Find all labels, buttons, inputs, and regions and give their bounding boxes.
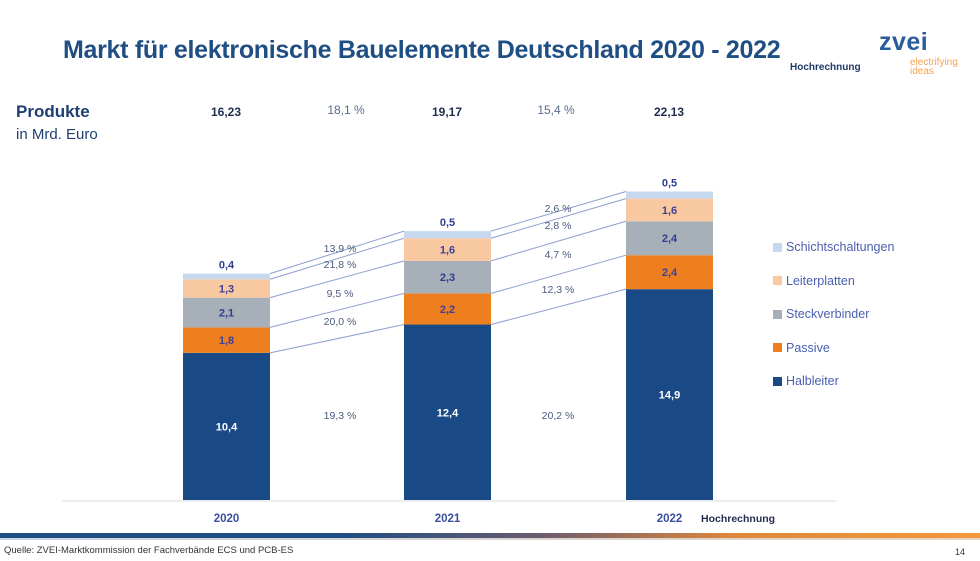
growth-label-steckverbinder-2020-2021: 9,5 % xyxy=(327,288,354,300)
total-growth-2020-2021: 18,1 % xyxy=(327,103,365,117)
footer-gradient-bar xyxy=(0,533,980,538)
legend-swatch-halbleiter xyxy=(773,376,782,386)
growth-label-leiterplatten-2020-2021: 21,8 % xyxy=(324,259,357,271)
x-tick-note-2022: Hochrechnung xyxy=(701,513,775,525)
legend-label-steckverbinder: Steckverbinder xyxy=(786,307,870,321)
total-growth-2021-2022: 15,4 % xyxy=(537,103,575,117)
growth-label-halbleiter-2021-2022: 20,2 % xyxy=(542,410,575,422)
legend-item-passive: Passive xyxy=(773,341,830,355)
legend-label-schichtschaltungen: Schichtschaltungen xyxy=(786,240,895,254)
bar-steckverbinder-2022 xyxy=(626,221,713,256)
page-number: 14 xyxy=(955,547,966,557)
growth-connector-passive-2021-2022 xyxy=(490,254,627,294)
total-2020: 16,23 xyxy=(210,105,242,119)
bar-leiterplatten-2020 xyxy=(183,279,270,298)
legend-item-leiterplatten: Leiterplatten xyxy=(773,274,855,288)
value-label-halbleiter-2021: 12,4 xyxy=(437,407,459,419)
logo-tagline-line1: electrifying xyxy=(910,57,958,68)
legend-label-halbleiter: Halbleiter xyxy=(786,374,839,388)
legend-item-schichtschaltungen: Schichtschaltungen xyxy=(773,240,894,254)
value-label-schichtschaltungen-2020: 0,4 xyxy=(219,260,235,272)
bar-steckverbinder-2020 xyxy=(183,297,270,328)
footer-divider xyxy=(0,538,980,540)
legend-swatch-schichtschaltungen xyxy=(773,242,782,252)
logo-tagline-line2: ideas xyxy=(910,66,934,77)
growth-connector-leiterplatten-2020-2021 xyxy=(269,237,405,280)
growth-connector-passive-2020-2021 xyxy=(269,292,405,328)
value-label-steckverbinder-2021: 2,3 xyxy=(440,272,455,284)
value-label-leiterplatten-2021: 1,6 xyxy=(440,245,455,257)
value-label-halbleiter-2020: 10,4 xyxy=(216,421,238,433)
bar-leiterplatten-2022 xyxy=(626,198,713,222)
growth-label-passive-2020-2021: 20,0 % xyxy=(324,316,357,328)
value-label-leiterplatten-2020: 1,3 xyxy=(219,283,234,295)
bar-halbleiter-2022 xyxy=(626,289,713,500)
growth-connector-leiterplatten-2021-2022 xyxy=(490,198,627,239)
forecast-note: Hochrechnung xyxy=(790,62,861,73)
value-label-schichtschaltungen-2021: 0,5 xyxy=(440,217,455,229)
growth-label-halbleiter-2020-2021: 19,3 % xyxy=(324,410,357,422)
legend-item-steckverbinder: Steckverbinder xyxy=(773,307,869,321)
value-label-steckverbinder-2022: 2,4 xyxy=(662,233,678,245)
x-tick-label-2020: 2020 xyxy=(214,513,240,525)
value-label-halbleiter-2022: 14,9 xyxy=(659,390,680,402)
growth-label-leiterplatten-2021-2022: 2,8 % xyxy=(545,220,572,232)
bar-schichtschaltungen-2020 xyxy=(183,273,270,280)
growth-label-passive-2021-2022: 12,3 % xyxy=(542,284,575,296)
growth-label-schichtschaltungen-2021-2022: 2,6 % xyxy=(545,203,572,215)
x-tick-label-2021: 2021 xyxy=(435,513,461,525)
value-label-passive-2021: 2,2 xyxy=(440,304,455,316)
total-2022: 22,13 xyxy=(653,105,685,119)
legend-label-passive: Passive xyxy=(786,340,830,355)
bar-halbleiter-2021 xyxy=(404,324,491,500)
logo-tagline: electrifying ideas xyxy=(910,57,970,77)
x-tick-label-2022: 2022 xyxy=(657,513,683,525)
legend-swatch-steckverbinder xyxy=(773,309,782,319)
chart-title: Markt für elektronische Bauelemente Deut… xyxy=(63,36,781,64)
growth-label-steckverbinder-2021-2022: 4,7 % xyxy=(545,249,572,261)
growth-connector-halbleiter-2020-2021 xyxy=(269,324,405,354)
value-label-leiterplatten-2022: 1,6 xyxy=(662,205,677,217)
legend-label-leiterplatten: Leiterplatten xyxy=(786,273,855,288)
legend-swatch-leiterplatten xyxy=(773,276,782,285)
bar-passive-2022 xyxy=(626,255,713,290)
bar-leiterplatten-2021 xyxy=(404,238,491,261)
bar-schichtschaltungen-2021 xyxy=(404,231,491,239)
growth-connector-steckverbinder-2021-2022 xyxy=(490,220,627,262)
growth-connector-schichtschaltungen-2020-2021 xyxy=(269,230,405,275)
bar-halbleiter-2020 xyxy=(183,352,270,500)
segment-title: Produkte xyxy=(16,102,90,121)
value-label-steckverbinder-2020: 2,1 xyxy=(219,308,234,320)
value-label-passive-2020: 1,8 xyxy=(219,335,234,347)
source-note: Quelle: ZVEI-Marktkommission der Fachver… xyxy=(4,545,294,556)
growth-connector-steckverbinder-2020-2021 xyxy=(269,260,405,299)
unit-label: in Mrd. Euro xyxy=(16,126,98,143)
value-label-passive-2022: 2,4 xyxy=(662,267,678,279)
bar-passive-2021 xyxy=(404,293,491,325)
legend-item-halbleiter: Halbleiter xyxy=(773,374,839,388)
zvei-logo: zvei xyxy=(879,28,929,56)
legend-swatch-passive xyxy=(773,343,782,352)
bar-steckverbinder-2021 xyxy=(404,260,491,294)
growth-connector-schichtschaltungen-2021-2022 xyxy=(490,191,627,232)
growth-label-schichtschaltungen-2020-2021: 13,9 % xyxy=(324,243,357,255)
growth-connector-halbleiter-2021-2022 xyxy=(490,288,627,326)
bar-schichtschaltungen-2022 xyxy=(626,191,713,199)
bar-passive-2020 xyxy=(183,327,270,353)
value-label-schichtschaltungen-2022: 0,5 xyxy=(662,178,677,190)
total-2021: 19,17 xyxy=(431,105,463,119)
